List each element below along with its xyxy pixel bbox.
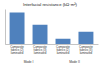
bars — [10, 13, 94, 45]
y-axis — [5, 10, 6, 45]
x-tick-label-line: laminated — [80, 51, 93, 55]
x-tick-label-line: laminated — [11, 51, 24, 55]
x-axis: Compositefabrics (2)laminated Compositefa… — [6, 44, 99, 55]
bar — [33, 25, 48, 44]
group-label: Mode I — [24, 60, 34, 64]
x-tick-label-line: laminated — [57, 51, 70, 55]
x-tick: Compositefabrics (2)laminated — [56, 44, 70, 55]
x-tick-label: Compositefabrics (3)laminated — [33, 45, 47, 55]
x-tick-label: Compositefabrics (2)laminated — [10, 45, 24, 55]
bar — [56, 39, 71, 44]
x-tick-label: Compositefabrics (3)laminated — [79, 45, 93, 55]
x-tick: Compositefabrics (2)laminated — [10, 44, 24, 55]
x-tick: Compositefabrics (3)laminated — [79, 44, 93, 55]
title: Interfacial resistance (kΩ·m²) — [23, 2, 77, 7]
x-tick: Compositefabrics (3)laminated — [33, 44, 47, 55]
bar — [10, 13, 25, 45]
chart: Interfacial resistance (kΩ·m²) Compositef… — [0, 0, 100, 64]
x-tick-label-line: laminated — [34, 51, 47, 55]
x-tick-label: Compositefabrics (2)laminated — [56, 45, 70, 55]
group-label: Mode II — [69, 60, 80, 64]
y-axis-line — [5, 10, 6, 45]
bar — [78, 32, 93, 44]
